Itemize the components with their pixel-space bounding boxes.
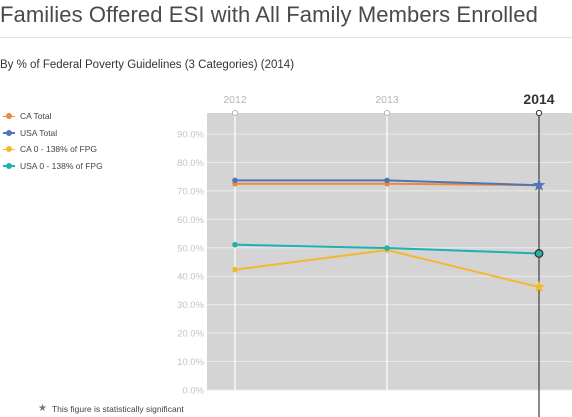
legend: CA Total USA Total CA 0 - 138% of FPG USA 0…: [3, 108, 103, 174]
y-tick-label: 20.0%: [177, 329, 204, 340]
y-tick-label: 90.0%: [177, 130, 204, 141]
footnote-text: This figure is statistically significant: [51, 403, 184, 414]
data-point-1-0: [232, 177, 238, 184]
y-tick-label: 60.0%: [177, 215, 204, 226]
x-tick-label: 2014: [523, 91, 554, 107]
star-icon: ★: [38, 403, 47, 414]
y-tick-label: 40.0%: [177, 272, 204, 283]
data-point-3-2: [534, 249, 544, 258]
legend-label: USA 0 - 138% of FPG: [20, 160, 103, 171]
x-tick-label: 2013: [375, 94, 399, 106]
significant-star-2-2: [532, 280, 546, 293]
legend-label: USA Total: [20, 127, 58, 138]
y-tick-label: 80.0%: [177, 158, 204, 169]
legend-swatch: [3, 144, 15, 154]
y-tick-label: 30.0%: [177, 300, 204, 311]
y-tick-label: 0.0%: [182, 386, 204, 397]
legend-swatch: [3, 161, 15, 171]
legend-item-1[interactable]: USA Total: [3, 125, 103, 142]
data-point-1-1: [384, 177, 390, 184]
legend-label: CA 0 - 138% of FPG: [20, 144, 98, 155]
x-guide-marker-2012: [231, 109, 239, 117]
chart-title: Families Offered ESI with All Family Mem…: [0, 2, 538, 27]
x-guide-marker-2014: [535, 109, 543, 117]
x-tick-label: 2012: [223, 94, 247, 106]
legend-item-3[interactable]: USA 0 - 138% of FPG: [3, 158, 103, 175]
significance-footnote: ★ This figure is statistically significa…: [38, 403, 184, 414]
significant-star-1-2: [532, 178, 546, 191]
legend-label: CA Total: [20, 111, 52, 122]
data-point-2-0: [232, 266, 238, 273]
legend-item-0[interactable]: CA Total: [3, 108, 103, 125]
y-tick-label: 70.0%: [177, 186, 204, 197]
legend-swatch: [3, 128, 15, 138]
title-divider: [0, 37, 572, 38]
data-point-3-0: [232, 241, 238, 248]
data-point-3-1: [384, 245, 390, 251]
legend-swatch: [3, 111, 15, 121]
x-guide-marker-2013: [383, 109, 391, 117]
y-tick-label: 50.0%: [177, 243, 204, 254]
y-tick-label: 10.0%: [177, 357, 204, 368]
chart-subtitle: By % of Federal Poverty Guidelines (3 Ca…: [0, 59, 295, 71]
legend-item-2[interactable]: CA 0 - 138% of FPG: [3, 141, 103, 158]
